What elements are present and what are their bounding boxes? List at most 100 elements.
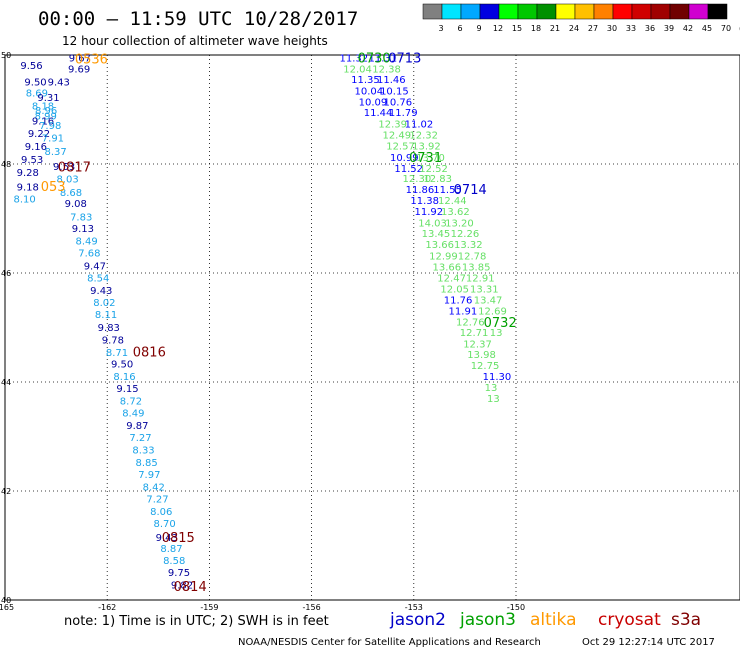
colorbar-label: 70 bbox=[721, 24, 731, 33]
pass-time-label: 0817 bbox=[58, 161, 91, 176]
wave-height-value: 9.16 bbox=[25, 142, 47, 153]
satellite-legend: jason2 jason3 altika cryosat s3a bbox=[389, 610, 701, 630]
wave-height-value: 8.37 bbox=[45, 147, 67, 158]
legend-cryosat: cryosat bbox=[598, 610, 661, 630]
colorbar-label: 39 bbox=[664, 24, 674, 33]
wave-height-value: 11.92 bbox=[414, 207, 443, 218]
y-tick-label: 50 bbox=[1, 51, 11, 60]
wave-height-value: 10.04 bbox=[355, 86, 384, 97]
wave-height-value: 8.58 bbox=[163, 556, 185, 567]
wave-height-value: 13.31 bbox=[470, 284, 499, 295]
y-tick-labels: 40 42 44 46 48 50 bbox=[1, 51, 11, 605]
wave-height-value: 13 bbox=[487, 394, 500, 405]
wave-height-value: 12.91 bbox=[466, 273, 495, 284]
wave-height-value: 10.09 bbox=[359, 97, 388, 108]
colorbar-label: 15 bbox=[512, 24, 522, 33]
wave-height-value: 11.35 bbox=[351, 75, 380, 86]
wave-height-value: 12.32 bbox=[409, 131, 438, 142]
wave-height-value: 8.49 bbox=[76, 236, 98, 247]
wave-height-value: 9.28 bbox=[17, 168, 39, 179]
data-points: 9.679.699.569.50 9.438.699.318.188.968.99… bbox=[14, 54, 512, 592]
wave-height-value: 12.49 bbox=[382, 131, 411, 142]
wave-height-value: 13.45 bbox=[422, 229, 451, 240]
wave-height-value: 7.27 bbox=[129, 433, 151, 444]
wave-height-value: 12.76 bbox=[456, 318, 485, 329]
pass-time-label: 0731 bbox=[409, 151, 442, 166]
grid-lines bbox=[4, 54, 740, 601]
wave-height-value: 10.76 bbox=[383, 97, 412, 108]
wave-height-value: 8.11 bbox=[95, 310, 117, 321]
wave-height-value: 9.87 bbox=[126, 421, 148, 432]
colorbar-swatch bbox=[650, 3, 671, 20]
wave-height-value: 12.69 bbox=[478, 307, 507, 318]
wave-height-value: 9.31 bbox=[37, 93, 59, 104]
colorbar-swatch bbox=[612, 3, 633, 20]
wave-height-value: 8.71 bbox=[106, 348, 128, 359]
colorbar-swatch bbox=[422, 3, 443, 20]
colorbar-label: 42 bbox=[683, 24, 693, 33]
wave-height-value: 8.85 bbox=[135, 458, 157, 469]
colorbar-label: 24 bbox=[569, 24, 579, 33]
wave-height-value: 9.43 bbox=[156, 533, 178, 544]
pass-time-label: 0816 bbox=[133, 345, 166, 360]
wave-height-value: 12.75 bbox=[471, 361, 500, 372]
wave-height-value: 9.16 bbox=[32, 116, 54, 127]
wave-height-value: 14.03 bbox=[418, 218, 447, 229]
x-tick-label: -159 bbox=[200, 603, 218, 612]
x-tick-label: -153 bbox=[405, 603, 423, 612]
colorbar-swatch bbox=[536, 3, 557, 20]
wave-height-value: 11.76 bbox=[444, 296, 473, 307]
wave-height-value: 11.38 bbox=[410, 196, 439, 207]
pass-time-label: 0814 bbox=[174, 580, 207, 595]
wave-height-value: 12.26 bbox=[451, 229, 480, 240]
wave-height-value: 11.02 bbox=[405, 120, 434, 131]
wave-height-value: 9.22 bbox=[28, 129, 50, 140]
legend-s3a: s3a bbox=[671, 610, 701, 630]
wave-height-value: 12.47 bbox=[437, 273, 466, 284]
wave-height-value: 8.03 bbox=[56, 175, 78, 186]
colorbar-swatch bbox=[707, 3, 728, 20]
wave-height-value: 12.05 bbox=[440, 284, 469, 295]
colorbar-swatch bbox=[593, 3, 614, 20]
wave-height-value: 8.16 bbox=[113, 372, 135, 383]
wave-height-value: 12.37 bbox=[463, 339, 492, 350]
wave-height-value: 8.54 bbox=[87, 273, 109, 284]
y-tick-label: 48 bbox=[1, 160, 11, 169]
y-tick-label: 40 bbox=[1, 596, 11, 605]
chart-title: 00:00 – 11:59 UTC 10/28/2017 bbox=[38, 8, 358, 30]
wave-height-value: 13.32 bbox=[454, 240, 483, 251]
wave-height-value: 13.98 bbox=[467, 350, 496, 361]
wave-height-value: 13.66 bbox=[433, 262, 462, 273]
wave-height-value: 13.62 bbox=[441, 207, 470, 218]
y-tick-label: 46 bbox=[1, 269, 11, 278]
pass-time-label: 0732 bbox=[484, 316, 517, 331]
colorbar-label: 3 bbox=[438, 24, 443, 33]
colorbar-swatch bbox=[479, 3, 500, 20]
legend-jason2: jason2 bbox=[389, 610, 446, 630]
colorbar-label: (ft) bbox=[739, 24, 740, 33]
x-tick-label: -165 bbox=[0, 603, 14, 612]
wave-height-value: 13.20 bbox=[445, 218, 474, 229]
wave-height-value: 11.52 bbox=[394, 164, 423, 175]
wave-height-value: 9.43 bbox=[48, 78, 70, 89]
wave-height-value: 12.99 bbox=[429, 252, 458, 263]
wave-height-value: 12.71 bbox=[460, 328, 489, 339]
wave-height-value: 9.83 bbox=[98, 323, 120, 334]
colorbar-swatch bbox=[669, 3, 690, 20]
colorbar-swatch bbox=[631, 3, 652, 20]
wave-height-value: 8.42 bbox=[143, 483, 165, 494]
footnote: note: 1) Time is in UTC; 2) SWH is in fe… bbox=[64, 614, 329, 629]
colorbar-label: 45 bbox=[702, 24, 712, 33]
colorbar-label: 21 bbox=[550, 24, 560, 33]
wave-height-value: 9.53 bbox=[21, 155, 43, 166]
colorbar-label: 6 bbox=[457, 24, 462, 33]
wave-height-value: 9.15 bbox=[116, 384, 138, 395]
colorbar-swatch bbox=[517, 3, 538, 20]
wave-height-value: 9.67 bbox=[69, 54, 91, 65]
wave-height-value: 11.91 bbox=[449, 307, 478, 318]
wave-height-value: 13.47 bbox=[474, 296, 503, 307]
wave-height-value: 8.02 bbox=[93, 298, 115, 309]
colorbar-label: 12 bbox=[493, 24, 503, 33]
wave-height-value: 7.98 bbox=[39, 121, 61, 132]
